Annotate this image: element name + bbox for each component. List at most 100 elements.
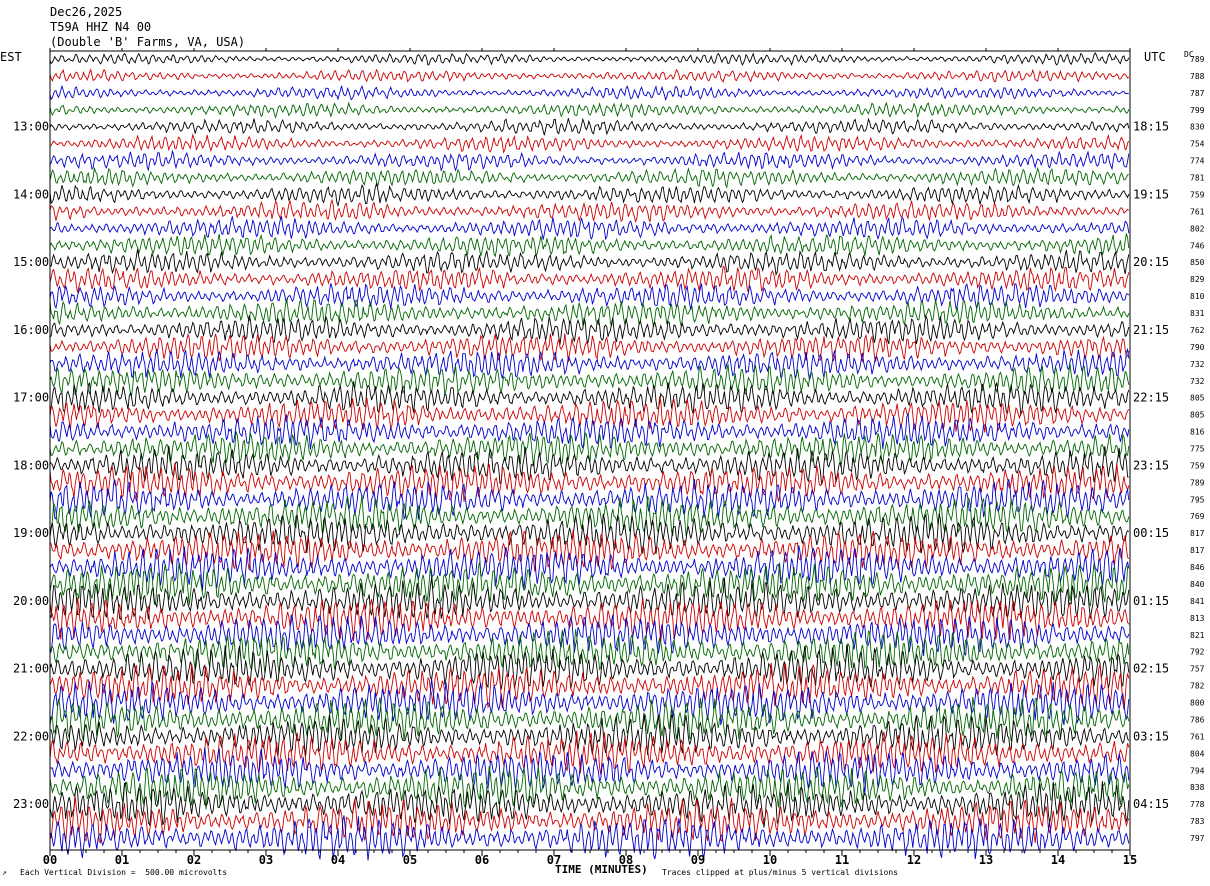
trace-37 (49, 644, 1130, 690)
dc-offset-value: 778 (1190, 800, 1205, 809)
trace-40 (49, 696, 1130, 742)
dc-offset-value: 790 (1190, 343, 1205, 352)
dc-offset-value: 802 (1190, 224, 1205, 233)
x-tick-label: 00 (43, 853, 57, 867)
x-tick-label: 06 (475, 853, 489, 867)
trace-42 (49, 730, 1130, 775)
labels-group: 00 01 02 03 04 05 06 07 08 09 10 11 12 13 14 15 EST UTC DC… (0, 50, 1205, 867)
right-hour-label: 18:15 (1133, 120, 1169, 134)
trace-group (49, 52, 1130, 861)
dc-offset-value: 761 (1190, 207, 1205, 216)
trace-15 (49, 282, 1130, 310)
trace-29 (49, 512, 1130, 555)
trace-21 (49, 381, 1130, 417)
dc-offset-value: 732 (1190, 377, 1205, 386)
dc-offset-value: 817 (1190, 529, 1205, 538)
dc-offset-value: 810 (1190, 292, 1205, 301)
right-hour-label: 22:15 (1133, 391, 1169, 405)
trace-43 (49, 747, 1130, 795)
header-date: Dec26,2025 (50, 5, 123, 19)
dc-offset-value: 840 (1190, 580, 1205, 589)
right-hour-label: 20:15 (1133, 255, 1169, 269)
dc-offset-value: 830 (1190, 123, 1205, 132)
x-tick-label: 01 (115, 853, 129, 867)
dc-offset-value: 783 (1190, 817, 1205, 826)
right-hour-label: 02:15 (1133, 662, 1169, 676)
x-tick-label: 03 (259, 853, 273, 867)
left-hour-label: 21:00 (13, 662, 49, 676)
x-tick-label: 08 (619, 853, 633, 867)
dc-offset-value: 746 (1190, 241, 1205, 250)
trace-5 (49, 117, 1130, 136)
trace-23 (49, 413, 1130, 450)
right-axis-label: UTC (1144, 50, 1166, 64)
trace-14 (49, 265, 1130, 293)
trace-6 (49, 133, 1130, 154)
dc-offset-value: 759 (1190, 461, 1205, 470)
trace-38 (49, 662, 1130, 710)
trace-17 (49, 314, 1130, 345)
dc-offset-value: 762 (1190, 326, 1205, 335)
trace-33 (49, 577, 1130, 621)
trace-16 (49, 298, 1130, 327)
right-hour-label: 00:15 (1133, 526, 1169, 540)
dc-offset-value: 782 (1190, 682, 1205, 691)
dc-offset-value: 732 (1190, 360, 1205, 369)
scale-note: Each Vertical Division = 500.00 microvol… (20, 868, 228, 877)
trace-19 (49, 347, 1130, 380)
dc-offset-value: 813 (1190, 614, 1205, 623)
trace-32 (49, 562, 1130, 607)
right-hour-label: 01:15 (1133, 594, 1169, 608)
dc-offset-value: 805 (1190, 411, 1205, 420)
trace-25 (49, 445, 1129, 485)
right-hour-label: 03:15 (1133, 729, 1169, 743)
trace-22 (49, 396, 1130, 433)
x-tick-label: 13 (979, 853, 993, 867)
dc-offset-value: 781 (1190, 174, 1205, 183)
dc-offset-value: 829 (1190, 275, 1205, 284)
dc-offset-value: 794 (1190, 766, 1205, 775)
trace-46 (49, 796, 1130, 844)
trace-47 (49, 815, 1130, 861)
x-tick-label: 05 (403, 853, 417, 867)
x-tick-label: 04 (331, 853, 345, 867)
trace-36 (49, 629, 1130, 674)
trace-41 (49, 712, 1130, 757)
dc-offset-value: 846 (1190, 563, 1205, 572)
dc-offset-value: 816 (1190, 428, 1205, 437)
dc-offset-value: 831 (1190, 309, 1205, 318)
x-tick-label: 02 (187, 853, 201, 867)
trace-10 (49, 198, 1130, 224)
left-hour-label: 15:00 (13, 255, 49, 269)
dc-offset-value: 769 (1190, 512, 1205, 521)
left-hour-label: 14:00 (13, 187, 49, 201)
x-tick-label: 10 (763, 853, 777, 867)
dc-offset-value: 775 (1190, 445, 1205, 454)
header-station: T59A HHZ N4 00 (50, 20, 152, 34)
dc-offset-value: 797 (1190, 834, 1205, 843)
trace-1 (49, 52, 1130, 67)
dc-offset-value: 757 (1190, 665, 1205, 674)
trace-2 (49, 68, 1130, 83)
trace-30 (49, 529, 1130, 572)
left-hour-label: 17:00 (13, 391, 49, 405)
axes-group (49, 48, 1131, 856)
dc-offset-value: 759 (1190, 190, 1205, 199)
x-tick-label: 15 (1123, 853, 1137, 867)
dc-label: DC (1184, 50, 1194, 59)
trace-34 (49, 597, 1130, 642)
right-hour-label: 23:15 (1133, 458, 1169, 472)
dc-offset-value: 754 (1190, 140, 1205, 149)
dc-offset-value: 817 (1190, 546, 1205, 555)
trace-3 (49, 84, 1130, 101)
x-tick-label: 14 (1051, 853, 1065, 867)
left-axis-label: EST (0, 50, 22, 64)
dc-offset-value: 838 (1190, 783, 1205, 792)
left-hour-label: 16:00 (13, 323, 49, 337)
dc-offset-value: 841 (1190, 597, 1205, 606)
trace-8 (49, 166, 1129, 189)
dc-offset-value: 786 (1190, 715, 1205, 724)
left-hour-label: 13:00 (13, 120, 49, 134)
dc-offset-value: 821 (1190, 631, 1205, 640)
